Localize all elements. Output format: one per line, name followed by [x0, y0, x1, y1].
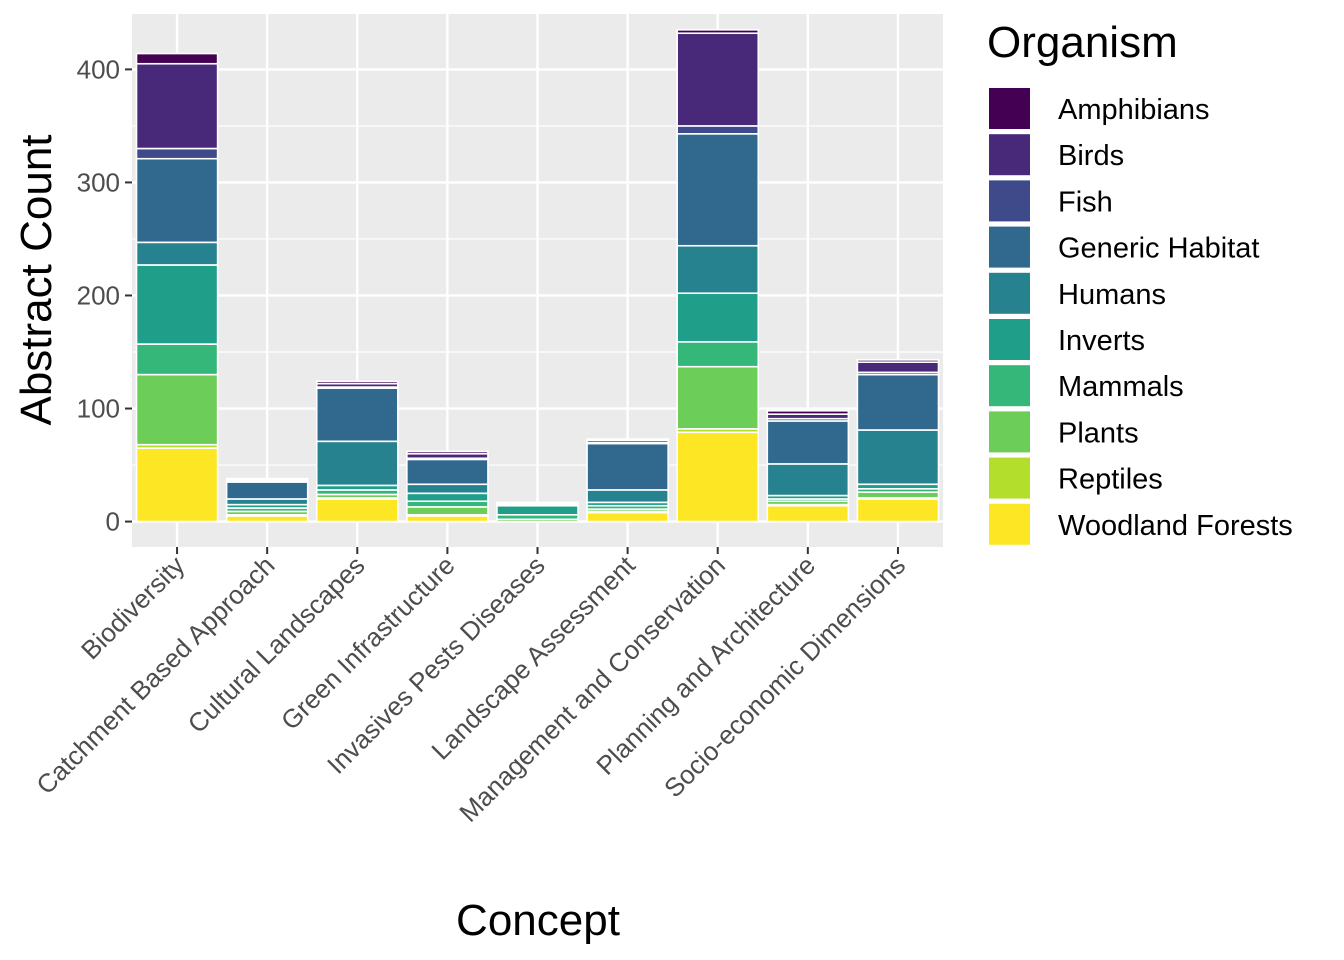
bar-segment-woodland-forests [315, 498, 399, 523]
bar-segment-woodland-forests [406, 515, 489, 523]
legend: Organism Amphibians Birds Fish Generic Habi… [987, 18, 1293, 545]
bar-segment-plants [856, 491, 940, 499]
bar-segment-fish [676, 125, 760, 135]
x-tick-label: Cultural Landscapes [182, 550, 371, 739]
legend-label: Inverts [1058, 325, 1145, 357]
legend-label: Reptiles [1058, 464, 1163, 496]
bar-segment-birds [676, 32, 760, 127]
bar-segment-generic-habitat [225, 481, 309, 500]
legend-swatch [989, 88, 1030, 129]
bar-segment-generic-habitat [676, 133, 760, 247]
legend-label: Woodland Forests [1058, 510, 1293, 542]
legend-label: Amphibians [1058, 94, 1210, 126]
bar-segment-amphibians [406, 450, 489, 455]
bar-segment-amphibians [766, 409, 850, 415]
bar-segment-humans [766, 463, 850, 497]
legend-label: Mammals [1058, 371, 1184, 403]
bar-segment-plants [406, 506, 489, 516]
bar-segment-amphibians [135, 52, 219, 65]
bar-segment-woodland-forests [586, 511, 669, 523]
bar-segment-inverts [406, 492, 489, 503]
bar-segment-woodland-forests [766, 504, 850, 523]
legend-label: Plants [1058, 417, 1139, 449]
legend-swatch [989, 319, 1030, 360]
bar-segment-humans [225, 498, 309, 506]
bar-segment-humans [135, 241, 219, 266]
bar-segment-mammals [676, 341, 760, 368]
legend-title: Organism [987, 18, 1178, 67]
y-tick-label: 300 [77, 167, 120, 197]
bar-segment-fish [135, 147, 219, 160]
bar-segment-woodland-forests [135, 447, 219, 523]
bar-segment-amphibians [586, 438, 669, 441]
bar-segment-birds [135, 62, 219, 150]
bar-segment-humans [676, 244, 760, 295]
y-tick-label: 400 [77, 54, 120, 84]
legend-label: Generic Habitat [1058, 233, 1260, 265]
bar-segment-generic-habitat [586, 442, 669, 491]
bar-segment-generic-habitat [856, 373, 940, 431]
bar-segment-mammals [135, 343, 219, 376]
x-axis-title: Concept [456, 896, 620, 945]
bar-segment-humans [586, 489, 669, 504]
bar-segment-woodland-forests [225, 515, 309, 523]
legend-label: Birds [1058, 140, 1124, 172]
bar-segment-plants [676, 365, 760, 430]
bar-segment-birds [496, 501, 579, 505]
bar-segment-humans [315, 440, 399, 487]
legend-swatch [989, 272, 1030, 314]
y-axis-title: Abstract Count [12, 134, 61, 425]
bar-segment-generic-habitat [766, 420, 850, 465]
legend-label: Fish [1058, 186, 1113, 218]
legend-label: Humans [1058, 279, 1166, 311]
bar-segment-humans [406, 483, 489, 495]
legend-swatch [989, 411, 1030, 453]
bar-segment-amphibians [315, 380, 399, 385]
bar-segment-birds [856, 361, 940, 374]
legend-swatch [989, 365, 1030, 407]
bar-segment-woodland-forests [676, 431, 760, 523]
bar-segment-mammals [406, 500, 489, 508]
bar-segment-plants [135, 373, 219, 446]
bar-segment-amphibians [856, 359, 940, 363]
bar-segment-generic-habitat [315, 387, 399, 443]
legend-swatch [989, 503, 1030, 545]
y-axis: 0 100 200 300 400 [77, 54, 132, 537]
bar-segment-generic-habitat [135, 157, 219, 244]
legend-swatch [989, 226, 1030, 268]
legend-swatch [989, 134, 1030, 176]
y-tick-label: 0 [106, 507, 120, 537]
legend-swatch [989, 180, 1030, 222]
y-tick-label: 200 [77, 280, 120, 310]
bar-segment-inverts [676, 292, 760, 343]
y-tick-label: 100 [77, 394, 120, 424]
x-tick-label: Green Infrastructure [275, 550, 461, 736]
bar-segment-inverts [135, 264, 219, 345]
bar-segment-humans [856, 429, 940, 486]
bar-segment-generic-habitat [406, 458, 489, 486]
legend-swatch [989, 457, 1030, 499]
bars [135, 29, 940, 523]
bar-segment-amphibians [225, 477, 309, 481]
bar-segment-woodland-forests [856, 498, 940, 523]
bar-segment-amphibians [676, 29, 760, 35]
bar-segment-inverts [496, 504, 579, 516]
